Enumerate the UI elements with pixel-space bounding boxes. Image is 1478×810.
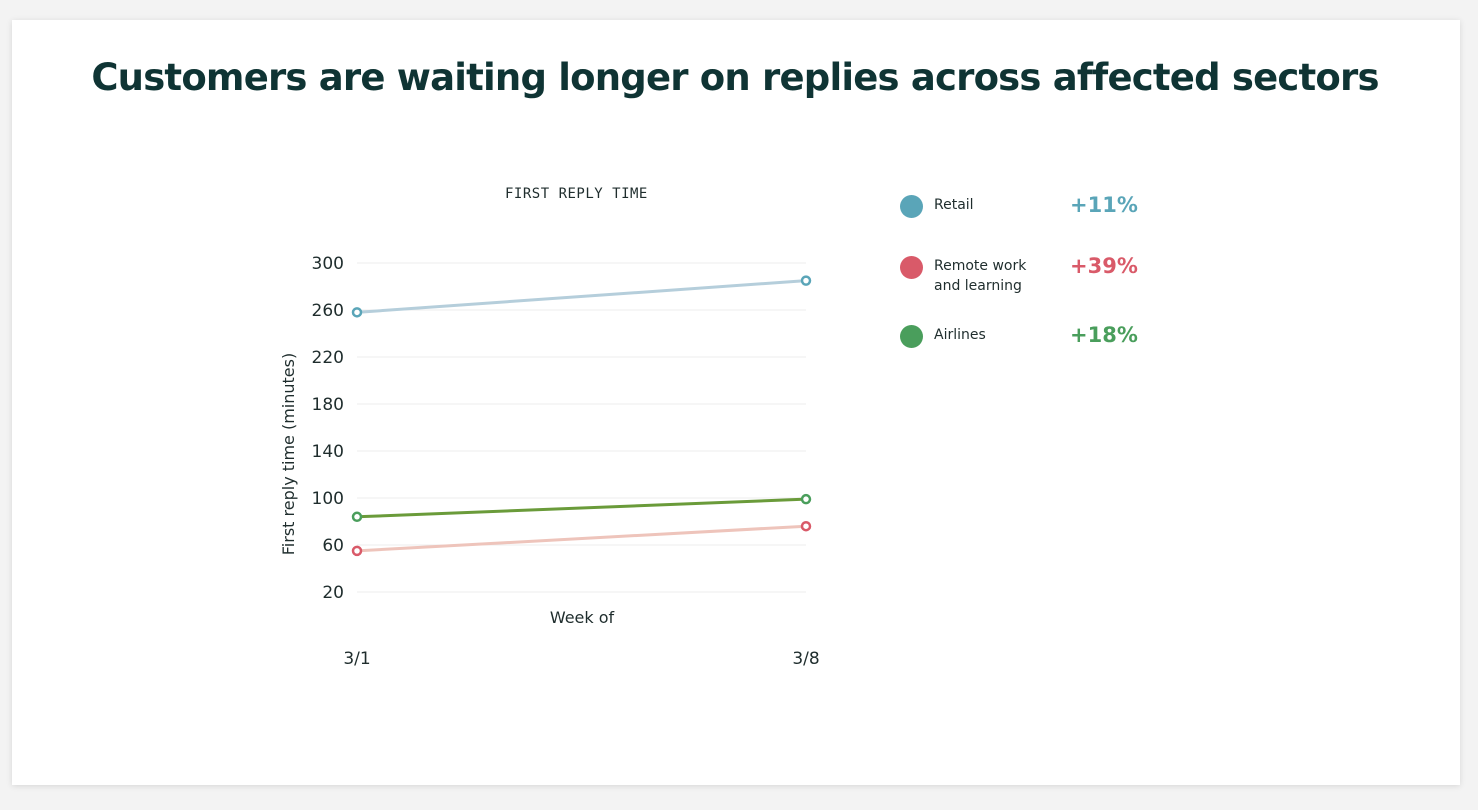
series-line-remote-work-and-learning (356, 524, 807, 553)
series-markers (351, 275, 812, 557)
x-tick-label: 3/8 (792, 649, 819, 669)
y-tick-label: 220 (312, 348, 344, 368)
chart-card (12, 20, 1460, 785)
series-line-retail (356, 279, 807, 314)
legend-change: +39% (1070, 254, 1138, 278)
y-tick-label: 140 (312, 442, 344, 462)
chart-title: FIRST REPLY TIME (505, 186, 648, 202)
y-tick-label: 20 (322, 583, 344, 603)
y-tick-label: 300 (312, 254, 344, 274)
y-tick-label: 260 (312, 301, 344, 321)
legend-swatch (900, 256, 923, 279)
x-tick-labels: 3/1 3/8 (343, 649, 819, 669)
data-point (800, 275, 812, 286)
x-tick-label: 3/1 (343, 649, 370, 669)
y-axis-label: First reply time (minutes) (279, 353, 298, 555)
legend-change: +11% (1070, 193, 1138, 217)
legend-label: Retail (934, 197, 974, 213)
legend-label: Airlines (934, 327, 986, 343)
data-point (351, 307, 363, 318)
series-line-airlines (356, 497, 807, 519)
data-point (800, 520, 812, 532)
page-title: Customers are waiting longer on replies … (91, 56, 1379, 99)
y-tick-label: 60 (322, 536, 344, 556)
legend-label: Remote work and learning (934, 258, 1027, 294)
y-tick-label: 180 (312, 395, 344, 415)
data-point (351, 545, 363, 557)
y-tick-label: 100 (312, 489, 344, 509)
data-point (351, 511, 363, 523)
legend-change: +18% (1070, 323, 1138, 347)
series-lines (356, 279, 807, 553)
gridlines (357, 262, 806, 593)
y-tick-labels: 300 260 220 180 140 100 60 20 (312, 254, 344, 603)
legend-swatch (900, 195, 923, 218)
data-point (800, 493, 812, 505)
legend-swatch (900, 325, 923, 348)
x-axis-label: Week of (550, 608, 615, 627)
